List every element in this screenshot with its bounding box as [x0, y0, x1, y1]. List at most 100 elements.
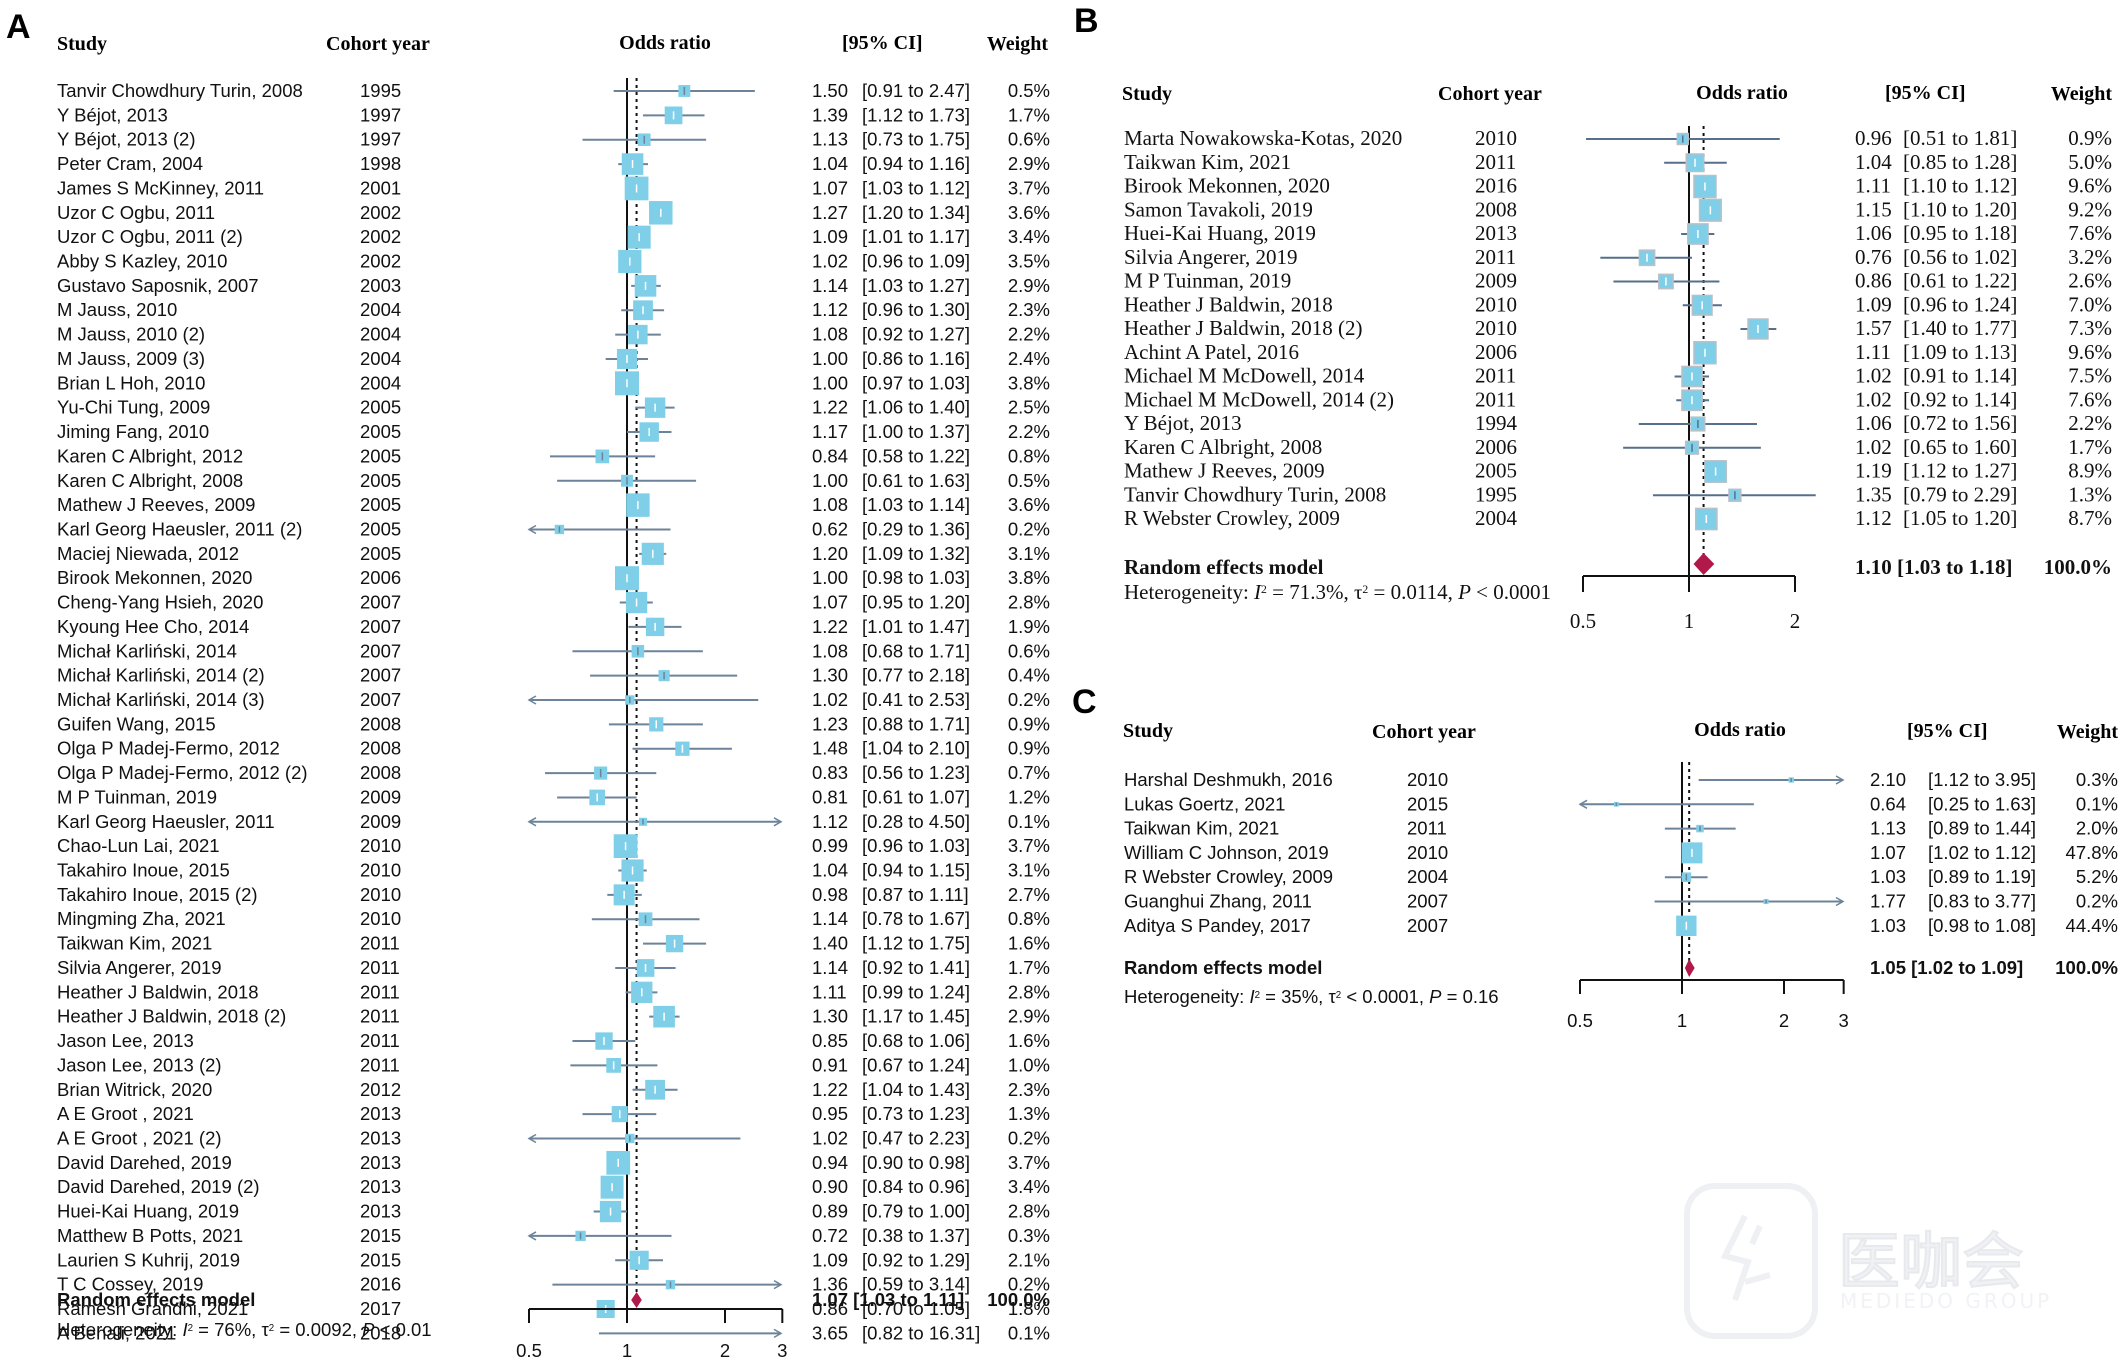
cohort-year: 2013 — [360, 1103, 401, 1124]
cohort-year: 2013 — [360, 1176, 401, 1197]
study-name: Uzor C Ogbu, 2011 (2) — [57, 226, 243, 247]
odds-ratio-value: 1.04 — [812, 153, 848, 174]
ci-value: [0.61 to 1.63] — [862, 470, 970, 491]
odds-ratio-value: 1.30 — [812, 1006, 848, 1027]
pooled-label: Random effects model — [57, 1289, 255, 1310]
heterogeneity-part: 2 — [1255, 990, 1260, 1001]
odds-ratio-value: 1.12 — [1855, 506, 1892, 530]
study-name: Michał Karliński, 2014 (3) — [57, 689, 265, 710]
heterogeneity-text: Heterogeneity: I2 = 35%, τ2 < 0.0001, P … — [1124, 986, 1499, 1007]
ci-value: [1.12 to 1.27] — [1903, 459, 2017, 483]
study-name: Matthew B Potts, 2021 — [57, 1225, 243, 1246]
weight-value: 3.7% — [1008, 177, 1050, 198]
ci-value: [1.03 to 1.27] — [862, 275, 970, 296]
study-name: Heather J Baldwin, 2018 (2) — [57, 1006, 286, 1027]
ci-arrow-left — [527, 695, 537, 705]
study-name: Jiming Fang, 2010 — [57, 421, 209, 442]
odds-ratio-value: 1.09 — [1855, 292, 1892, 316]
header-ci: [95% CI] — [1907, 720, 1988, 742]
cohort-year: 1997 — [360, 104, 401, 125]
weight-value: 2.7% — [1008, 884, 1050, 905]
odds-ratio-value: 0.95 — [812, 1103, 848, 1124]
study-name: Heather J Baldwin, 2018 — [1124, 292, 1333, 316]
heterogeneity-part: 2 — [269, 1323, 274, 1334]
pooled-weight: 100.0% — [2044, 555, 2112, 579]
heterogeneity-part: 2 — [1261, 583, 1267, 596]
header-cohort-year: Cohort year — [1438, 83, 1542, 105]
heterogeneity-part: Heterogeneity: — [57, 1319, 182, 1340]
odds-ratio-value: 1.20 — [812, 543, 848, 564]
odds-ratio-value: 1.22 — [812, 1079, 848, 1100]
cohort-year: 2007 — [1407, 915, 1448, 936]
weight-value: 1.8% — [1008, 1298, 1050, 1319]
cohort-year: 2015 — [360, 1225, 401, 1246]
ci-value: [1.04 to 2.10] — [862, 738, 970, 759]
pooled-diamond — [1693, 553, 1715, 575]
weight-value: 0.6% — [1008, 129, 1050, 150]
odds-ratio-value: 1.14 — [812, 275, 848, 296]
cohort-year: 2006 — [1475, 340, 1517, 364]
study-name: Guanghui Zhang, 2011 — [1124, 891, 1312, 912]
cohort-year: 2009 — [360, 811, 401, 832]
study-name: A E Groot , 2021 (2) — [57, 1127, 222, 1148]
study-name: Michael M McDowell, 2014 (2) — [1124, 387, 1394, 411]
pooled-odds-ratio: 1.10 [1.03 to 1.18] — [1855, 555, 2012, 579]
panel-a: A Study Cohort year Odds ratio [95% CI] … — [6, 8, 1050, 1361]
odds-ratio-value: 1.00 — [812, 372, 848, 393]
study-name: Karl Georg Haeusler, 2011 (2) — [57, 518, 302, 539]
cohort-year: 1998 — [360, 153, 401, 174]
weight-value: 2.9% — [1008, 1006, 1050, 1027]
study-name: Olga P Madej-Fermo, 2012 — [57, 738, 280, 759]
cohort-year: 1997 — [360, 129, 401, 150]
study-rows: Tanvir Chowdhury Turin, 2008 1995 1.50 [0.9… — [57, 80, 1050, 1343]
panel-b: B Study Cohort year Odds ratio [95% CI] … — [1074, 2, 2112, 633]
ci-arrow-left — [527, 1231, 537, 1241]
ci-value: [0.28 to 4.50] — [862, 811, 970, 832]
header-study: Study — [1123, 720, 1173, 742]
odds-ratio-value: 0.94 — [812, 1152, 848, 1173]
study-name: Silvia Angerer, 2019 — [57, 957, 222, 978]
odds-ratio-value: 1.08 — [812, 324, 848, 345]
weight-value: 8.7% — [2068, 506, 2112, 530]
x-tick-label: 0.5 — [1567, 1010, 1593, 1031]
ci-value: [0.89 to 1.19] — [1928, 866, 2036, 887]
cohort-year: 2016 — [360, 1274, 401, 1295]
study-name: Karen C Albright, 2012 — [57, 445, 243, 466]
study-name: Taikwan Kim, 2021 — [57, 933, 212, 954]
ci-value: [0.73 to 1.23] — [862, 1103, 970, 1124]
cohort-year: 2011 — [360, 957, 400, 978]
ci-value: [0.83 to 3.77] — [1928, 891, 2036, 912]
study-name: Taikwan Kim, 2021 — [1124, 150, 1291, 174]
cohort-year: 2012 — [360, 1079, 401, 1100]
cohort-year: 2007 — [1407, 891, 1448, 912]
weight-value: 0.2% — [1008, 1127, 1050, 1148]
ci-value: [1.17 to 1.45] — [862, 1006, 970, 1027]
study-name: Birook Mekonnen, 2020 — [1124, 174, 1330, 198]
weight-value: 2.8% — [1008, 981, 1050, 1002]
cohort-year: 2018 — [360, 1322, 401, 1343]
watermark-subtext: MEDIEDO GROUP — [1840, 1289, 2052, 1313]
study-name: Peter Cram, 2004 — [57, 153, 203, 174]
heterogeneity-part: = 35%, — [1260, 986, 1328, 1007]
x-tick-label: 3 — [777, 1340, 787, 1361]
ci-value: [0.79 to 1.00] — [862, 1201, 970, 1222]
x-tick-label: 2 — [720, 1340, 730, 1361]
heterogeneity-part: = 0.0092, — [274, 1319, 362, 1340]
odds-ratio-value: 1.04 — [1855, 150, 1892, 174]
weight-value: 7.3% — [2068, 316, 2112, 340]
ci-value: [1.12 to 1.73] — [862, 104, 970, 125]
cohort-year: 2017 — [360, 1298, 401, 1319]
study-name: M Jauss, 2010 — [57, 299, 177, 320]
ci-value: [0.59 to 3.14] — [862, 1274, 970, 1295]
header-cohort-year: Cohort year — [1372, 721, 1476, 743]
watermark-logo-icon — [1684, 1183, 1818, 1339]
ci-value: [1.09 to 1.32] — [862, 543, 970, 564]
odds-ratio-value: 0.62 — [812, 518, 848, 539]
ci-arrow-right — [773, 817, 783, 827]
pooled-footer: Random effects model 1.07 [1.03 to 1.11] 1… — [57, 1289, 1050, 1340]
ci-value: [0.98 to 1.08] — [1928, 915, 2036, 936]
ci-value: [0.78 to 1.67] — [862, 908, 970, 929]
cohort-year: 2011 — [360, 1054, 400, 1075]
cohort-year: 2010 — [1475, 316, 1517, 340]
cohort-year: 2015 — [360, 1249, 401, 1270]
